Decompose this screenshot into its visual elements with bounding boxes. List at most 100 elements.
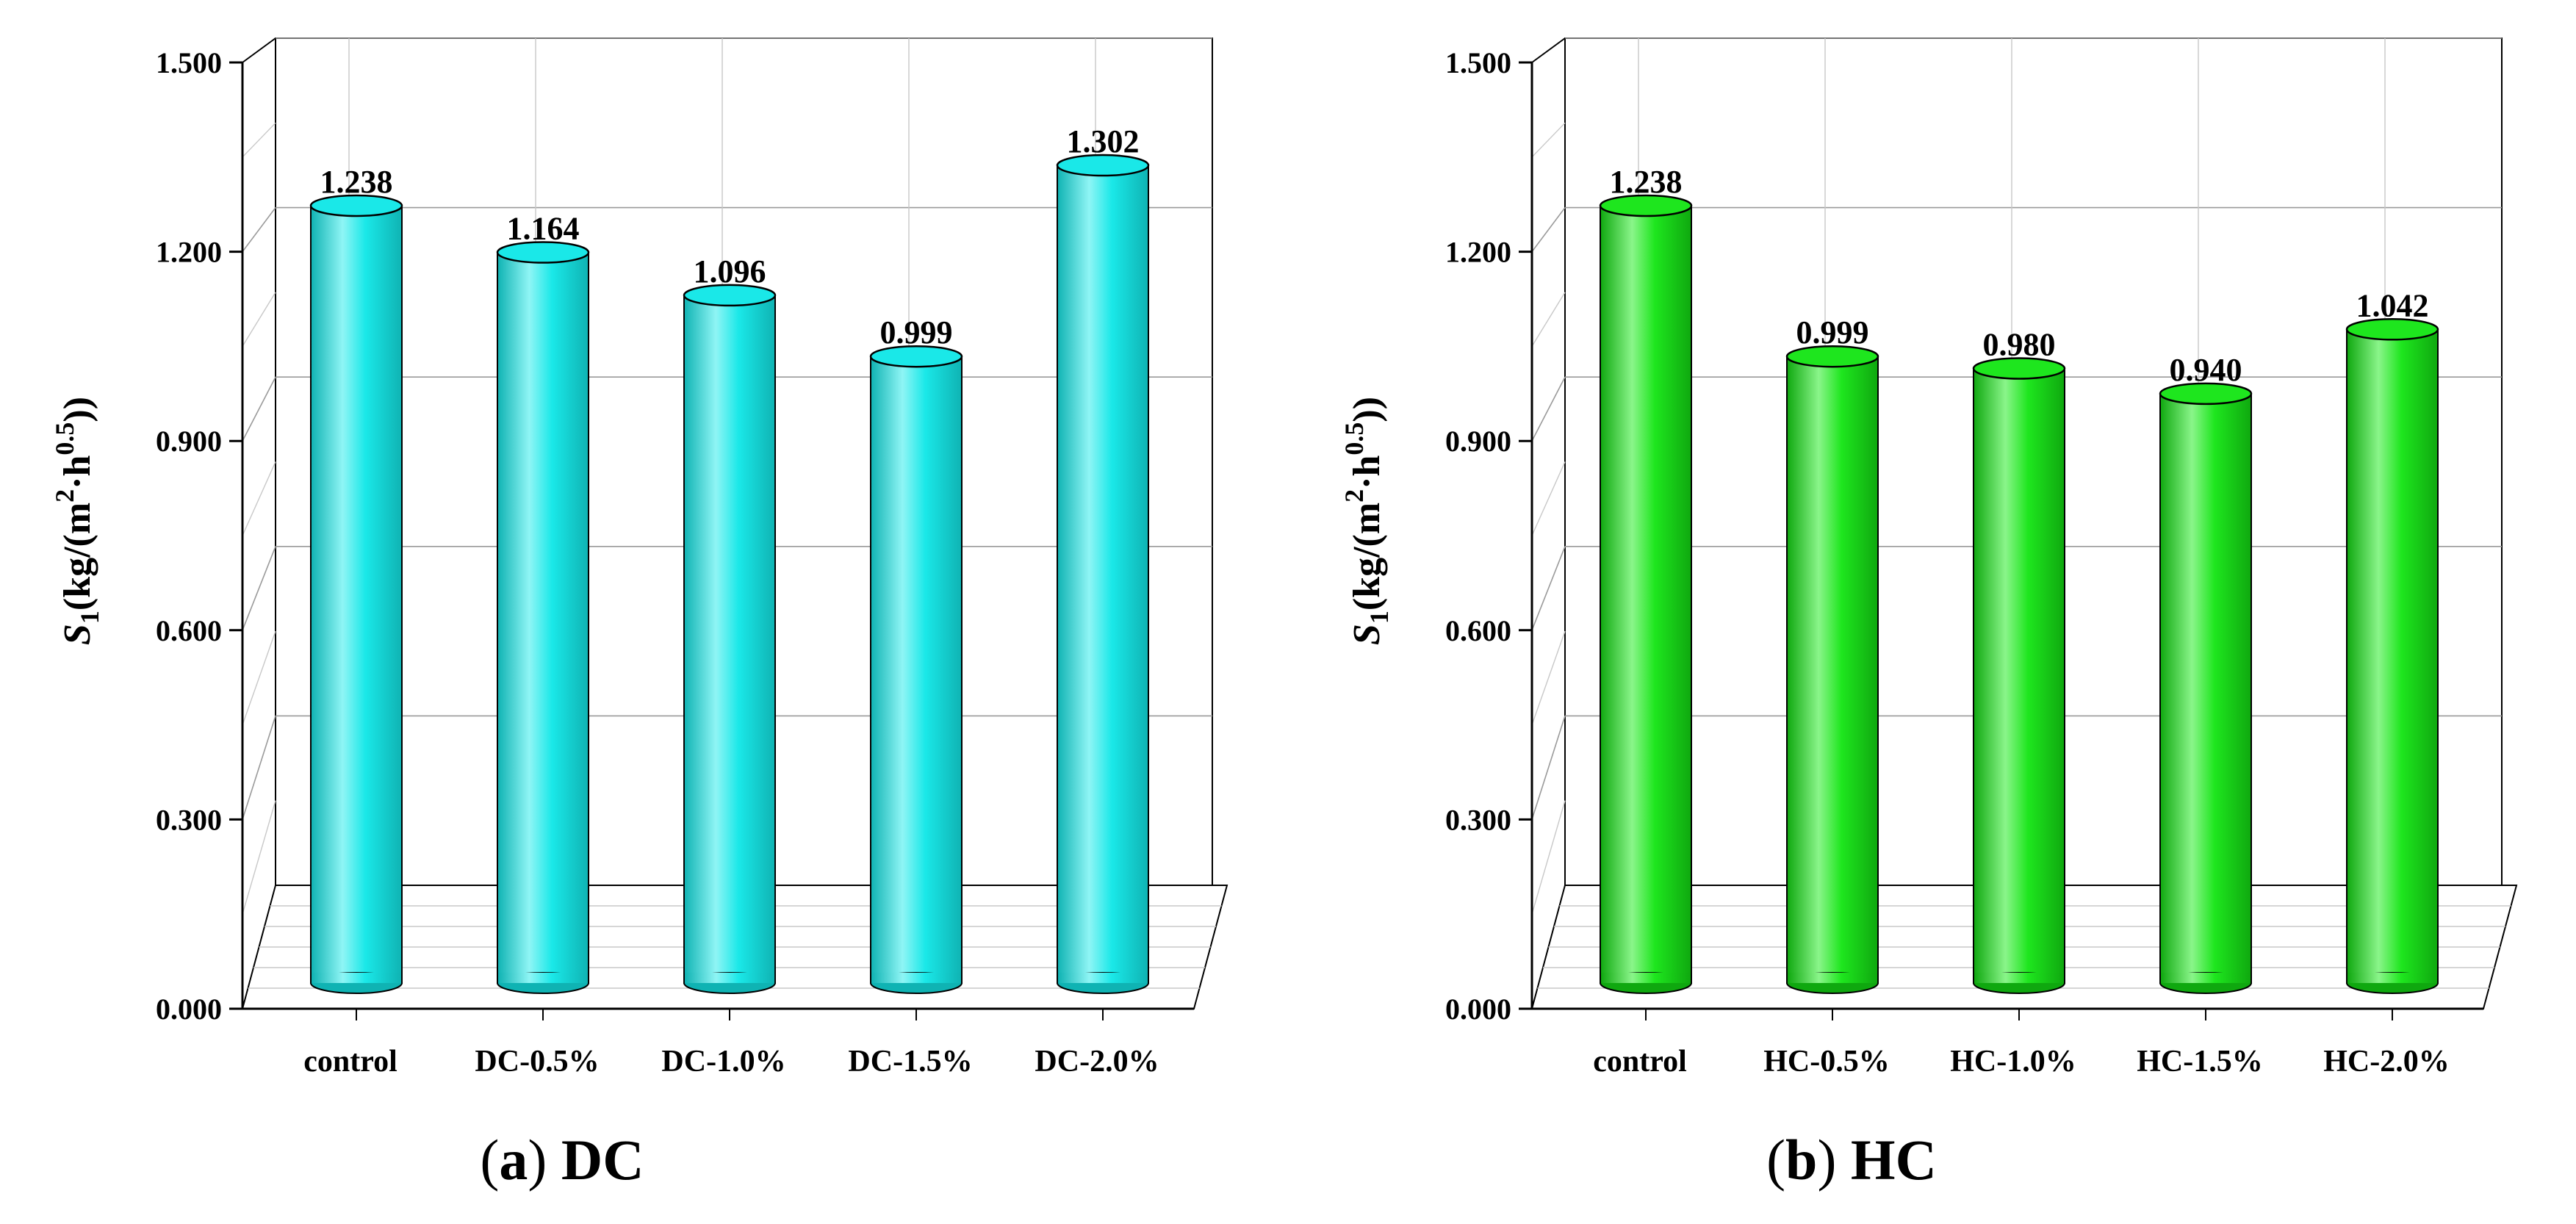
y-tick-label: 1.200	[156, 236, 222, 269]
panel-caption: (a) DC	[480, 1128, 644, 1192]
gridline-minor	[242, 800, 276, 915]
bar-body	[1786, 356, 1879, 984]
y-axis-label-sub: 1	[75, 611, 104, 624]
gridline-minor	[242, 292, 276, 347]
gridline-minor	[1531, 800, 1566, 915]
bar-top	[869, 345, 963, 368]
caption-paren: )	[528, 1128, 561, 1192]
caption-name: HC	[1851, 1128, 1937, 1192]
bar-body	[1057, 165, 1149, 984]
y-axis-label-unit: ))	[1346, 397, 1388, 422]
x-tick-label: control	[303, 1045, 397, 1079]
bar-body	[870, 356, 963, 984]
caption-paren: )	[1817, 1128, 1850, 1192]
y-tick-label: 0.900	[156, 425, 222, 458]
y-axis-label-sup: 2	[1339, 489, 1369, 503]
y-tick-label: 0.300	[156, 803, 222, 836]
bar-body	[2159, 392, 2252, 984]
x-tick-label: HC-1.0%	[1950, 1045, 2076, 1079]
data-label: 0.980	[1983, 327, 2056, 363]
y-tick-label: 1.200	[1445, 236, 1511, 269]
y-axis-label-sub: 1	[1364, 611, 1394, 624]
x-tick-label: DC-1.0%	[661, 1045, 785, 1079]
bar-bottom-cover	[1788, 973, 1877, 983]
y-tick-label: 0.900	[1445, 425, 1511, 458]
panel-dc-chart: 0.000 0.300 0.600 0.900 1.200 1.500 S1(kg/(m2·…	[50, 37, 1228, 1192]
y-axis-label: S1(kg/(m2·h0.5))	[1339, 397, 1394, 645]
bar-control	[1599, 194, 1693, 994]
x-tick-label: control	[1593, 1045, 1687, 1079]
gridline-side	[242, 716, 276, 820]
y-axis-label-unit: ))	[57, 397, 98, 422]
bar-bottom-cover	[2347, 973, 2437, 983]
bar-body	[683, 294, 776, 984]
bar-DC-2.0%	[1056, 154, 1150, 994]
y-axis-label-unit: (kg/(m	[57, 503, 98, 611]
bar-body	[310, 204, 403, 984]
bar-bottom-cover	[871, 973, 961, 983]
bar-control	[309, 194, 403, 994]
x-tick-label: HC-2.0%	[2323, 1045, 2450, 1079]
gridline-side	[242, 546, 276, 631]
gridline-side	[242, 207, 276, 253]
bar-bottom-cover	[685, 973, 774, 983]
bar-top	[1599, 194, 1693, 217]
y-tick-label: 0.600	[1445, 614, 1511, 647]
data-label: 1.238	[320, 164, 393, 200]
gridline-side	[1531, 546, 1566, 631]
data-label: 0.999	[880, 314, 953, 350]
bar-bottom-cover	[1974, 973, 2064, 983]
bar-DC-0.5%	[496, 241, 590, 994]
y-tick-label: 0.300	[1445, 803, 1511, 836]
panel-hc-chart: 0.000 0.300 0.600 0.900 1.200 1.500 S1(kg/(m2·…	[1339, 37, 2518, 1192]
bar-body	[2346, 328, 2439, 984]
bar-bottom-cover	[2161, 973, 2251, 983]
bar-HC-1.5%	[2159, 382, 2253, 994]
gridline-minor	[1531, 122, 1566, 158]
y-tick-label: 0.000	[156, 993, 222, 1026]
bar-top	[1972, 357, 2066, 380]
bar-top	[683, 284, 777, 307]
bar-bottom-cover	[1058, 973, 1148, 983]
y-axis-label-unit: (kg/(m	[1346, 503, 1388, 611]
y-axis-top-edge	[1531, 37, 1566, 63]
bar-top	[309, 194, 403, 217]
bar-top	[1785, 345, 1879, 368]
y-tick-label: 1.500	[1445, 46, 1511, 79]
bar-DC-1.5%	[869, 345, 963, 994]
data-label: 1.302	[1067, 123, 1140, 159]
gridline-minor	[1531, 630, 1566, 725]
bar-HC-1.0%	[1972, 357, 2066, 994]
caption-letter: b	[1785, 1128, 1817, 1192]
x-tick-label: HC-0.5%	[1763, 1045, 1890, 1079]
gridline-side	[1531, 207, 1566, 253]
gridline-minor	[242, 630, 276, 725]
y-axis-label-sup: 0.5	[1339, 422, 1369, 456]
gridline-side	[1531, 376, 1566, 442]
bar-bottom-cover	[1601, 973, 1691, 983]
x-tick-label: HC-1.5%	[2137, 1045, 2263, 1079]
gridline-minor	[242, 122, 276, 158]
bar-top	[2345, 318, 2439, 341]
y-tick-label: 0.000	[1445, 993, 1511, 1026]
bar-bottom-cover	[498, 973, 588, 983]
bar-body	[1973, 367, 2065, 984]
x-tick-label: DC-1.5%	[848, 1045, 972, 1079]
bar-HC-2.0%	[2345, 318, 2439, 994]
gridline-side	[242, 376, 276, 442]
panel-caption: (b) HC	[1766, 1128, 1937, 1192]
data-label: 0.940	[2170, 352, 2242, 388]
y-axis-label-sup: 2	[50, 489, 79, 503]
gridline-side	[1531, 716, 1566, 820]
bar-body	[497, 251, 589, 984]
bar-top	[1056, 154, 1150, 177]
data-label: 0.999	[1796, 314, 1869, 350]
y-tick-label: 0.600	[156, 614, 222, 647]
data-label: 1.096	[694, 253, 766, 289]
y-axis-top-edge	[242, 37, 276, 63]
x-tick-label: DC-0.5%	[475, 1045, 599, 1079]
bar-body	[1600, 204, 1692, 984]
x-tick-label: DC-2.0%	[1035, 1045, 1159, 1079]
y-axis-label-unit: ·h	[1346, 455, 1388, 489]
